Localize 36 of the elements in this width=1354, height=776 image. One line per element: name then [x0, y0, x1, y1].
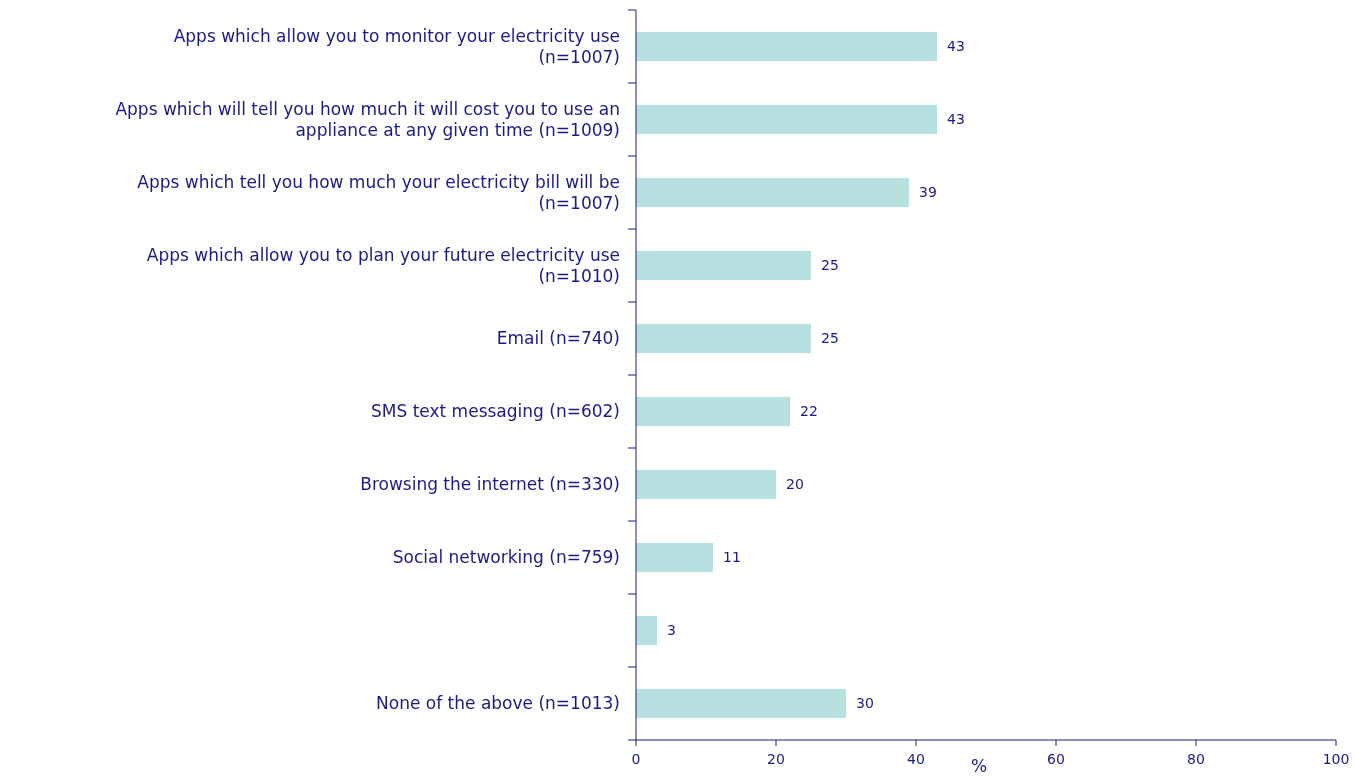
data-label: 43	[947, 111, 965, 128]
y-tick-label: SMS text messaging (n=602)	[371, 401, 620, 422]
y-tick-label: Email (n=740)	[496, 328, 620, 349]
data-label: 11	[723, 549, 741, 566]
data-label: 3	[667, 622, 676, 639]
x-tick-label: 60	[1047, 751, 1065, 767]
bar	[636, 177, 909, 208]
x-axis-title: %	[970, 756, 988, 776]
y-tick-label: Apps which tell you how much your electricity bill will be (n=1007)	[137, 171, 620, 213]
y-tick-label: None of the above (n=1013)	[376, 693, 620, 714]
x-tick-label: 20	[767, 751, 785, 767]
x-tick-label: 80	[1187, 751, 1205, 767]
data-label: 39	[919, 184, 937, 201]
data-label: 25	[821, 330, 839, 347]
bar	[636, 250, 811, 281]
bar	[636, 31, 937, 62]
data-label: 43	[947, 38, 965, 55]
x-tick-label: 100	[1322, 751, 1350, 767]
y-tick-label: Apps which will tell you how much it will cost you to use an appliance at any given time (n=1009)	[115, 98, 620, 140]
data-label: 30	[856, 695, 874, 712]
bar	[636, 469, 776, 500]
y-tick-label: Apps which allow you to plan your future electricity use (n=1010)	[146, 244, 620, 286]
bar	[636, 688, 846, 719]
bar	[636, 396, 790, 427]
y-tick-label: Social networking (n=759)	[392, 547, 620, 568]
data-label: 22	[800, 403, 818, 420]
data-label: 20	[786, 476, 804, 493]
bar	[636, 615, 657, 646]
y-tick-label: Browsing the internet (n=330)	[360, 474, 620, 495]
bar	[636, 542, 713, 573]
bar	[636, 323, 811, 354]
x-tick-label: 40	[907, 751, 925, 767]
data-label: 25	[821, 257, 839, 274]
bar	[636, 104, 937, 135]
x-tick-label: 0	[631, 751, 641, 767]
y-tick-label: Apps which allow you to monitor your electricity use (n=1007)	[173, 25, 620, 67]
